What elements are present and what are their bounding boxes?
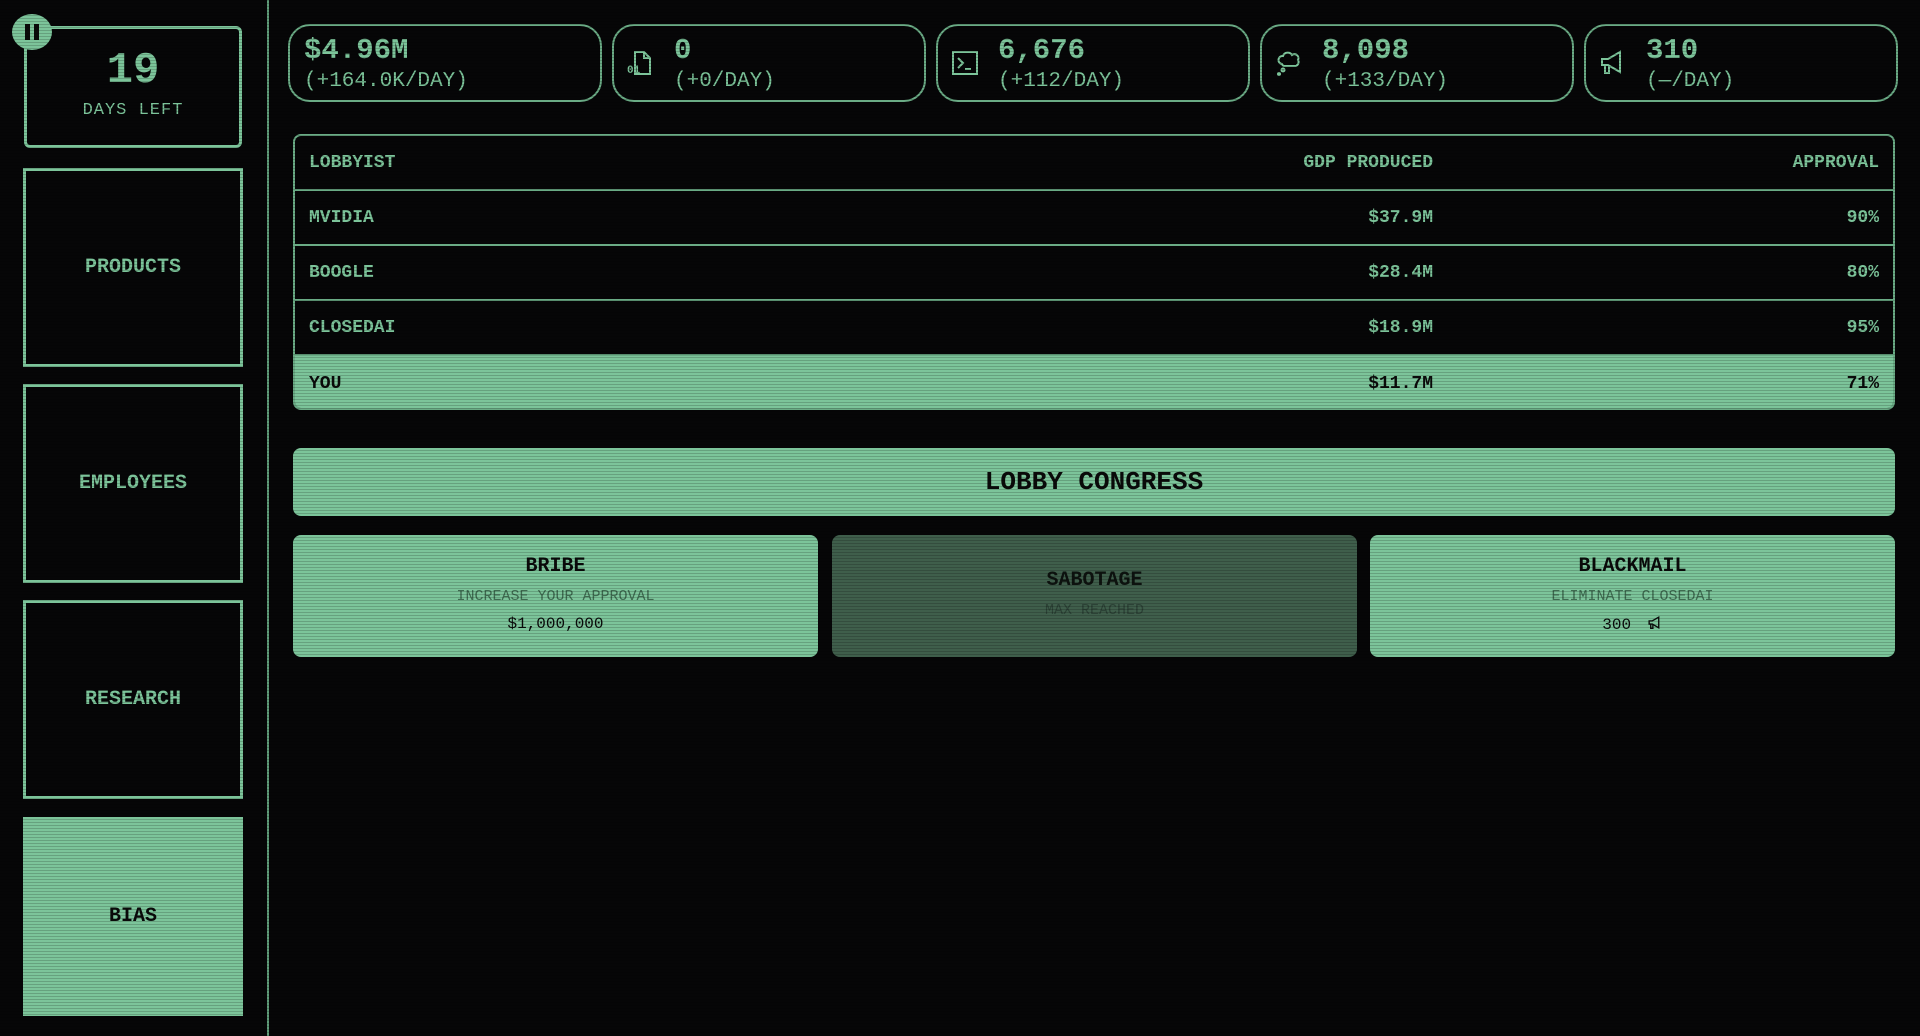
megaphone-icon [1601, 50, 1621, 74]
gdp-value: $11.7M [1368, 373, 1433, 394]
button-label: LOBBY CONGRESS [984, 467, 1204, 497]
sidebar-item-label: BIAS [108, 905, 157, 928]
megaphone-icon [1648, 615, 1660, 629]
days-left-label: DAYS LEFT [82, 101, 184, 120]
table-row: BOOGLE $28.4M 80% [295, 246, 1893, 301]
approval-value: 95% [1846, 317, 1879, 338]
stat-value: 8,098 [1322, 34, 1410, 67]
action-price-row: 300 [1370, 615, 1895, 634]
table-row: MVIDIA $37.9M 90% [295, 191, 1893, 246]
action-subtitle: INCREASE YOUR APPROVAL [456, 588, 655, 605]
lobbyist-name: CLOSEDAI [309, 317, 396, 338]
action-subtitle: ELIMINATE CLOSEDAI [1551, 588, 1714, 605]
approval-value: 90% [1846, 207, 1879, 228]
file-binary-icon: 01 [627, 51, 651, 77]
stat-delta: (+133/DAY) [1322, 70, 1449, 93]
gdp-value: $28.4M [1368, 262, 1433, 283]
column-header: GDP PRODUCED [1303, 152, 1433, 173]
stat-value: $4.96M [304, 34, 409, 67]
thought-cloud-icon [1277, 51, 1300, 76]
column-header: LOBBYIST [309, 152, 396, 173]
terminal-icon [952, 51, 978, 75]
sidebar: 19 DAYS LEFT PRODUCTS EMPLOYEES RESEARCH… [0, 0, 269, 1036]
pause-button[interactable] [12, 14, 52, 50]
gdp-value: $18.9M [1368, 317, 1433, 338]
lobbyist-name: MVIDIA [309, 207, 374, 228]
pause-icon [34, 24, 39, 40]
sidebar-item-products[interactable]: PRODUCTS [23, 168, 243, 367]
stat-value: 310 [1646, 34, 1699, 67]
stat-data: 01 0 (+0/DAY) [612, 24, 926, 102]
stat-delta: (+164.0K/DAY) [304, 70, 468, 93]
sidebar-item-employees[interactable]: EMPLOYEES [23, 384, 243, 583]
action-title: SABOTAGE [1046, 569, 1143, 592]
stat-delta: (+112/DAY) [998, 70, 1125, 93]
lobbyist-table: LOBBYIST GDP PRODUCED APPROVAL MVIDIA $3… [293, 134, 1895, 410]
stat-compute: 6,676 (+112/DAY) [936, 24, 1250, 102]
stat-influence: 310 (—/DAY) [1584, 24, 1898, 102]
lobbyist-name: BOOGLE [309, 262, 374, 283]
sidebar-item-label: RESEARCH [84, 688, 181, 711]
lobby-congress-button[interactable]: LOBBY CONGRESS [293, 448, 1895, 516]
action-price: 300 [1602, 616, 1632, 634]
blackmail-button[interactable]: BLACKMAIL ELIMINATE CLOSEDAI 300 [1370, 535, 1895, 657]
table-row: CLOSEDAI $18.9M 95% [295, 301, 1893, 356]
table-header: LOBBYIST GDP PRODUCED APPROVAL [295, 136, 1893, 191]
sidebar-item-label: EMPLOYEES [78, 472, 188, 495]
pause-icon [25, 24, 30, 40]
sidebar-item-bias[interactable]: BIAS [23, 817, 243, 1016]
approval-value: 71% [1846, 373, 1879, 394]
svg-text:01: 01 [627, 65, 641, 77]
days-left-value: 19 [106, 46, 160, 96]
table-row-you: YOU $11.7M 71% [295, 356, 1893, 408]
stat-delta: (+0/DAY) [674, 70, 775, 93]
stat-money: $4.96M (+164.0K/DAY) [288, 24, 602, 102]
sidebar-item-label: PRODUCTS [84, 256, 181, 279]
gdp-value: $37.9M [1368, 207, 1433, 228]
action-subtitle: MAX REACHED [1044, 602, 1145, 619]
action-title: BRIBE [525, 555, 586, 578]
sidebar-item-research[interactable]: RESEARCH [23, 600, 243, 799]
sabotage-button: SABOTAGE MAX REACHED [832, 535, 1357, 657]
bribe-button[interactable]: BRIBE INCREASE YOUR APPROVAL $1,000,000 [293, 535, 818, 657]
action-title: BLACKMAIL [1578, 555, 1687, 578]
stat-value: 0 [674, 34, 692, 67]
stat-delta: (—/DAY) [1646, 70, 1735, 93]
approval-value: 80% [1846, 262, 1879, 283]
days-left-counter: 19 DAYS LEFT [24, 26, 242, 148]
column-header: APPROVAL [1792, 152, 1879, 173]
lobbyist-name: YOU [309, 373, 342, 394]
action-price: $1,000,000 [507, 615, 604, 633]
stat-value: 6,676 [998, 34, 1086, 67]
stat-thoughts: 8,098 (+133/DAY) [1260, 24, 1574, 102]
